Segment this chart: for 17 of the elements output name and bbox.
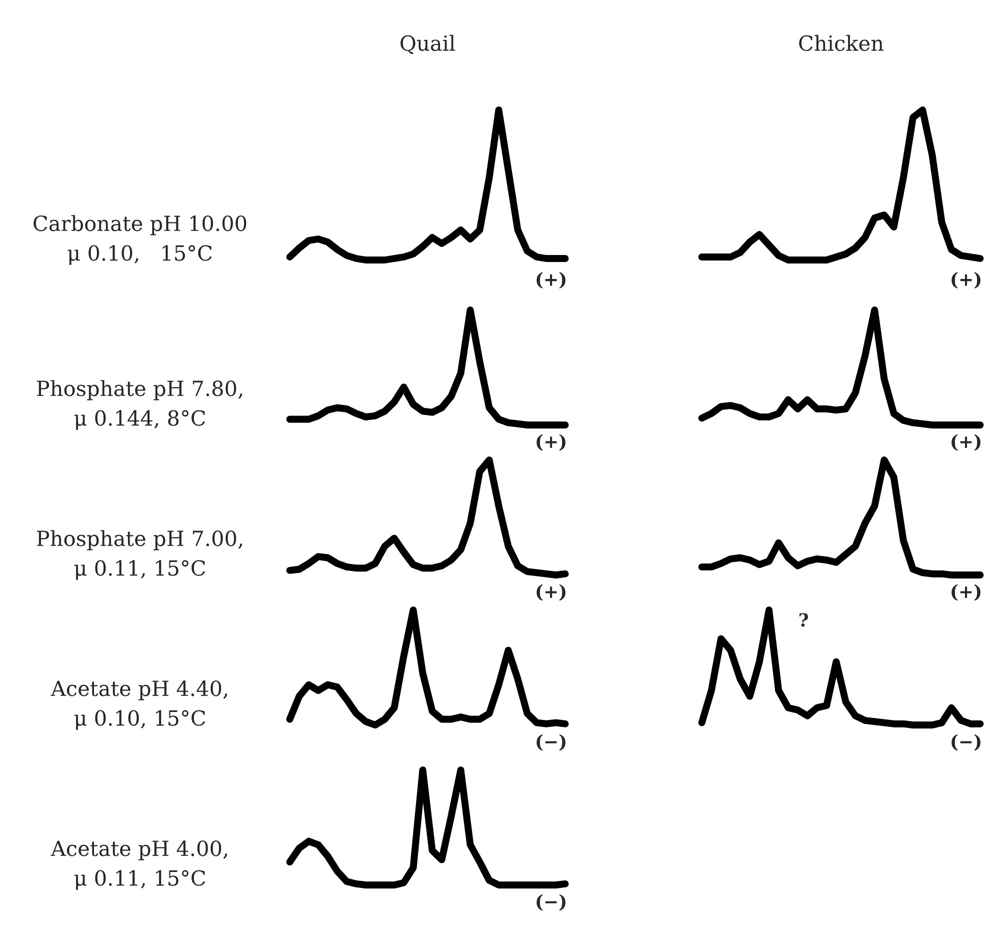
chart-title: Chicken <box>799 34 884 52</box>
y-axis-title: Carbonate pH 10.00 μ 0.10, 15°C <box>34 215 246 265</box>
y-axis-title: Phosphate pH 7.80, μ 0.144, 8°C <box>37 380 242 430</box>
chart-title: Quail <box>400 34 455 54</box>
text: (−) <box>536 734 566 751</box>
text: (+) <box>952 584 980 601</box>
text: (+) <box>536 584 566 601</box>
text: (−) <box>536 894 566 911</box>
y-axis-title: Phosphate pH 7.00, μ 0.11, 15°C <box>37 530 242 580</box>
text: (−) <box>952 734 980 751</box>
annotation: ? <box>799 613 808 627</box>
text: (+) <box>536 434 566 451</box>
y-axis-title: Acetate pH 4.00, μ 0.11, 15°C <box>50 840 228 890</box>
text: (+) <box>952 434 980 451</box>
text: (+) <box>952 272 980 289</box>
text: (+) <box>536 272 566 289</box>
y-axis-title: Acetate pH 4.40, μ 0.10, 15°C <box>50 680 228 730</box>
